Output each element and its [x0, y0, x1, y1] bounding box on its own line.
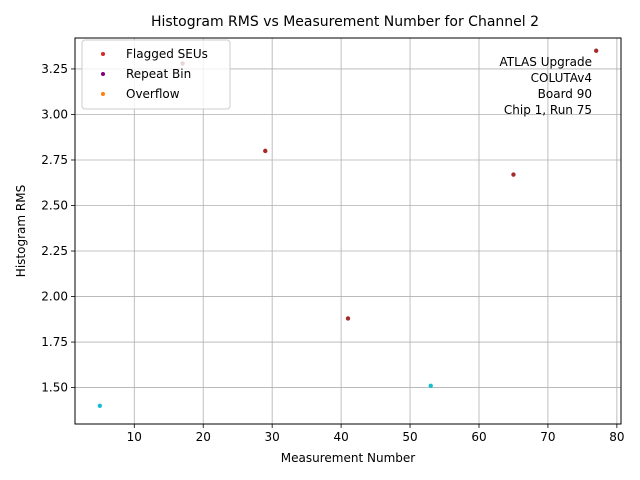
y-tick-label: 2.25	[41, 244, 68, 258]
legend-marker	[101, 72, 105, 76]
x-tick-label: 30	[265, 430, 280, 444]
data-point	[263, 148, 268, 154]
data-point	[511, 172, 516, 177]
legend-label: Flagged SEUs	[126, 47, 208, 61]
chart-title: Histogram RMS vs Measurement Number for …	[151, 14, 539, 30]
x-tick-label: 70	[540, 430, 555, 444]
y-tick-label: 3.25	[41, 62, 68, 76]
legend-box	[81, 39, 231, 110]
y-tick-label: 3.00	[41, 107, 68, 121]
annotation-line: COLUTAv4	[531, 71, 592, 85]
annotation-line: Board 90	[538, 87, 592, 101]
x-tick-label: 60	[471, 430, 486, 444]
axes	[71, 37, 622, 428]
x-tick-label: 10	[127, 430, 142, 444]
data-point	[345, 316, 351, 321]
y-tick-label: 2.75	[41, 153, 68, 167]
plot-frame	[74, 37, 622, 425]
x-axis-label: Measurement Number	[281, 451, 415, 465]
y-tick-label: 1.50	[41, 381, 68, 395]
grid	[75, 38, 621, 424]
data-point	[97, 403, 103, 408]
y-tick-label: 2.00	[41, 290, 68, 304]
legend-marker	[101, 52, 105, 56]
y-tick-label: 2.50	[41, 199, 68, 213]
x-tick-label: 80	[609, 430, 624, 444]
legend-label: Repeat Bin	[126, 67, 191, 81]
annotation-line: ATLAS Upgrade	[499, 55, 592, 69]
annotation-line: Chip 1, Run 75	[504, 103, 592, 117]
y-axis-label: Histogram RMS	[14, 185, 28, 277]
x-tick-label: 20	[196, 430, 211, 444]
x-tick-label: 40	[333, 430, 348, 444]
data-point	[428, 383, 433, 388]
legend: Flagged SEUs Repeat Bin Overflow	[81, 39, 231, 110]
tick-labels: 10 20 30 40 50 60 70 80 1.50 1.75 2.00 2.25 2.50 2.75…	[41, 62, 624, 444]
data-point	[593, 48, 599, 53]
legend-marker	[101, 92, 105, 96]
annotation-text: ATLAS Upgrade COLUTAv4 Board 90 Chip 1, Run…	[499, 55, 592, 117]
x-tick-label: 50	[402, 430, 417, 444]
legend-label: Overflow	[126, 87, 180, 101]
y-tick-label: 1.75	[41, 335, 68, 349]
